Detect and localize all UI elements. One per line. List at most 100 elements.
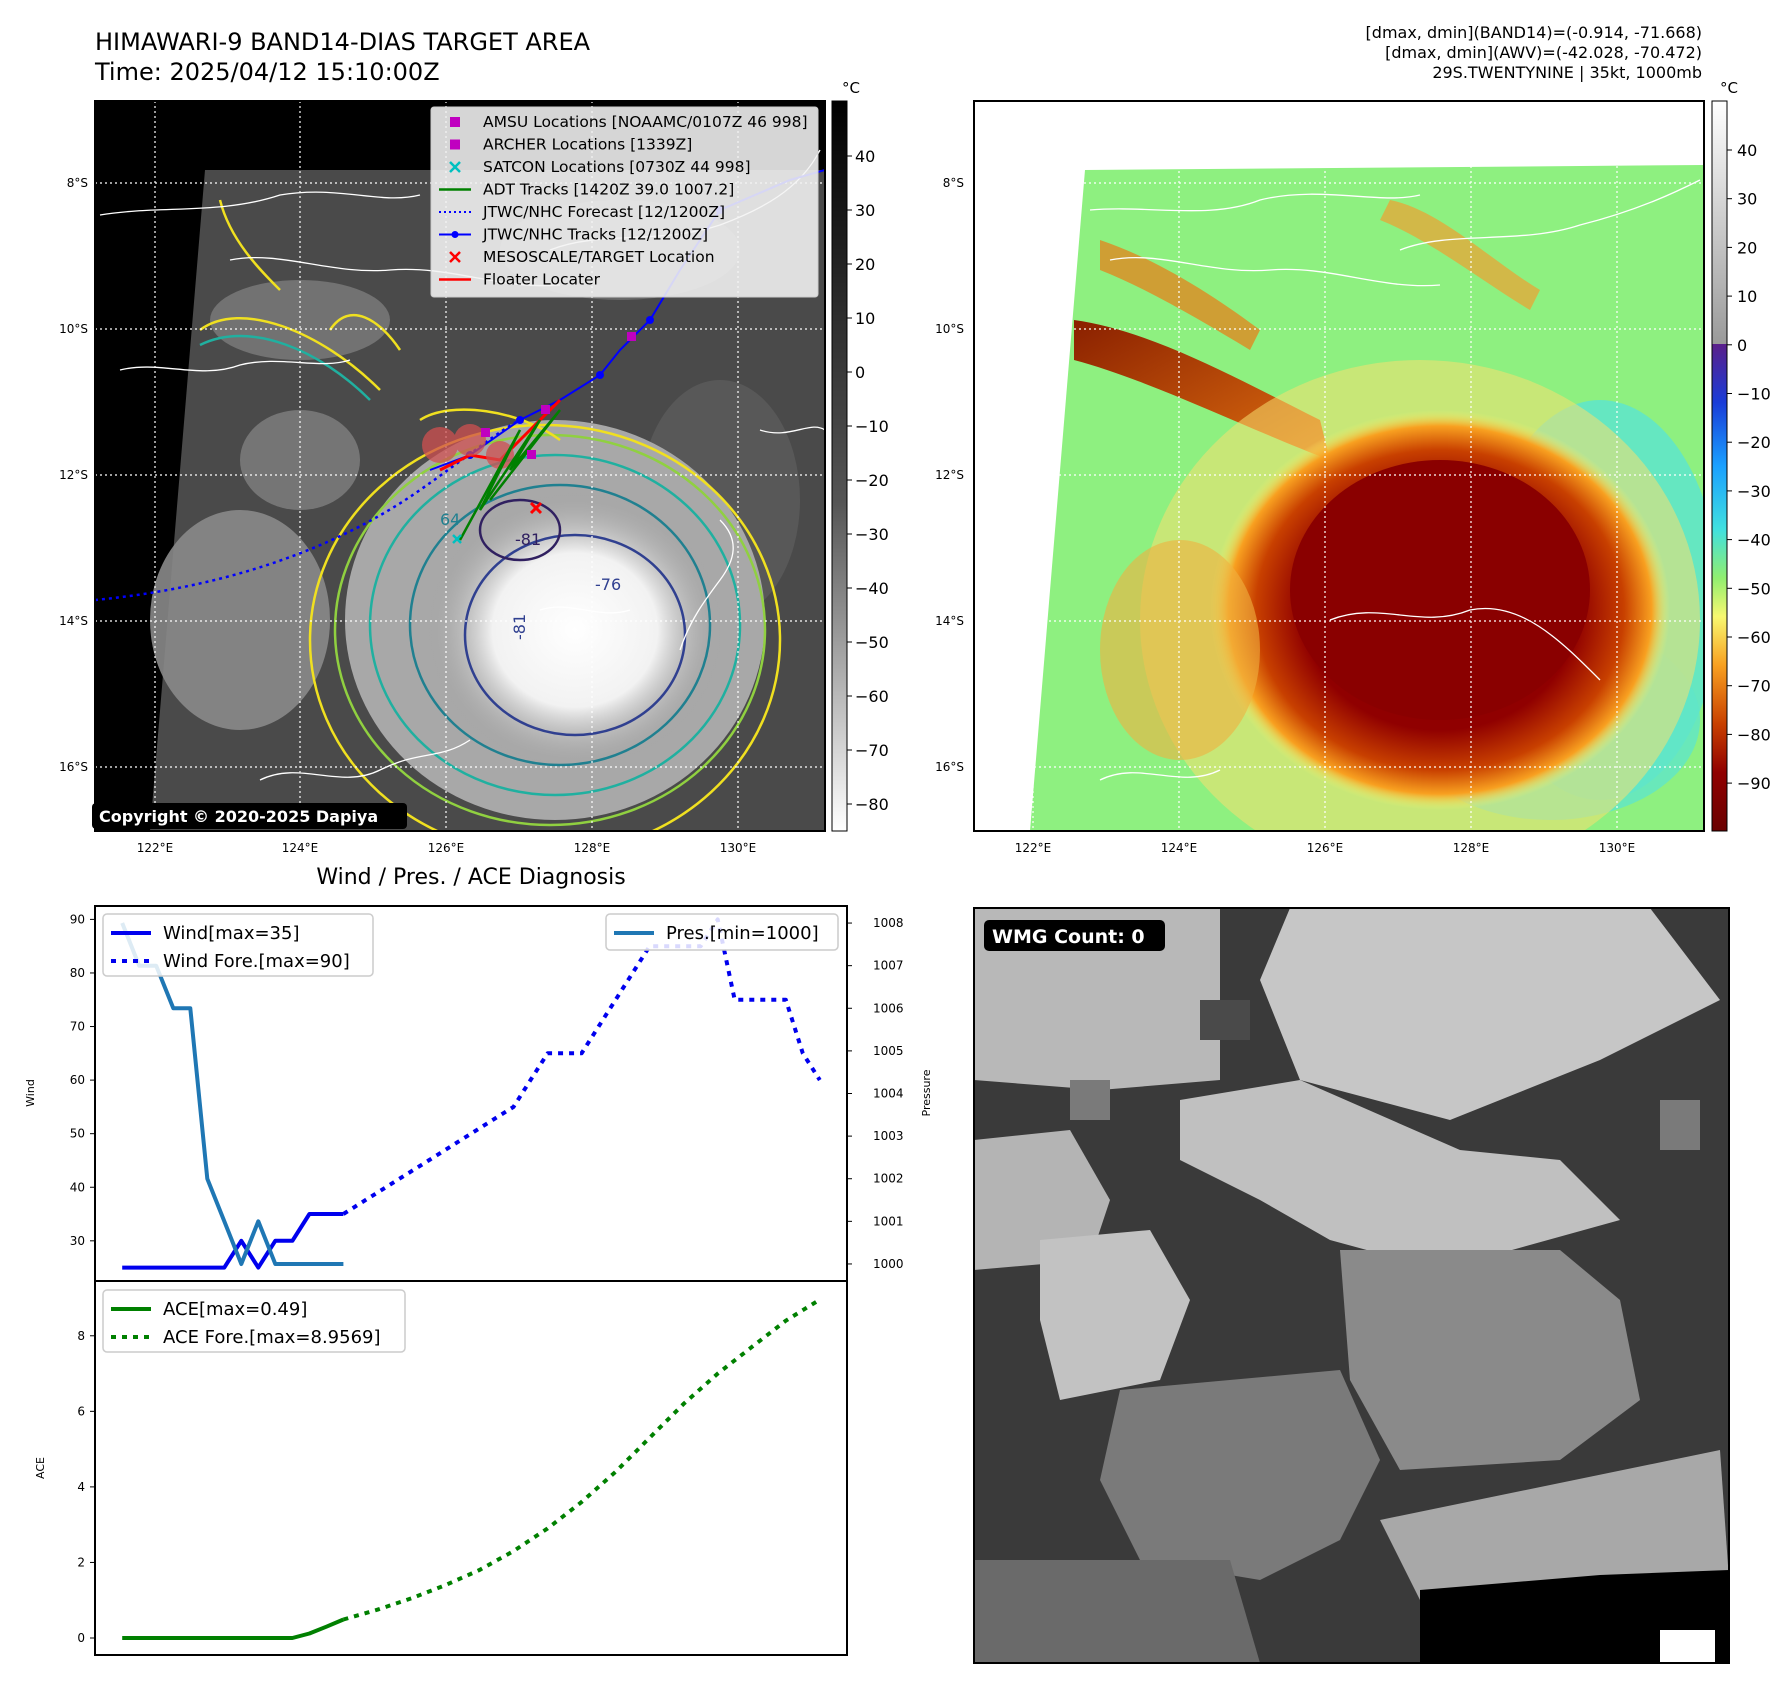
legend-label: Floater Locater	[483, 271, 601, 289]
contour-label: 64	[440, 510, 460, 529]
chart-legend: ACE[max=0.49] ACE Fore.[max=8.9569]	[102, 1289, 406, 1353]
legend-entry: ARCHER Locations [1339Z]	[450, 136, 692, 154]
copyright-badge	[92, 803, 407, 829]
y-tick-label: 30	[70, 1234, 85, 1248]
lon-tick-label: 126°E	[428, 841, 465, 855]
legend-entry: JTWC/NHC Tracks [12/1200Z]	[439, 226, 708, 244]
colorbar-tick-label: −10	[1737, 385, 1771, 404]
legend-label: Pres.[min=1000]	[666, 923, 819, 944]
ace-plot: 0 2 4 6 8 ACE[max=0.49] ACE Fore.[max=8.9569]	[77, 1289, 821, 1645]
ir-imagery: AMSU Locations [NOAAMC/0107Z 46 998] ARCH…	[95, 101, 825, 831]
awv-map-panel: [dmax, dmin](BAND14)=(-0.914, -71.668) […	[935, 23, 1771, 855]
legend-label: JTWC/NHC Tracks [12/1200Z]	[482, 226, 708, 244]
legend-entry: Floater Locater	[439, 271, 601, 289]
legend-label: ARCHER Locations [1339Z]	[483, 136, 692, 154]
lon-tick-label: 128°E	[574, 841, 611, 855]
colorbar-tick-label: −70	[855, 741, 889, 760]
lat-tick-label: 16°S	[935, 760, 964, 774]
legend-marker	[450, 139, 460, 150]
map-title-line2: Time: 2025/04/12 15:10:00Z	[94, 58, 440, 86]
colorbar-tick-label: 0	[855, 363, 865, 382]
lat-tick-label: 14°S	[935, 614, 964, 628]
legend-label: ACE Fore.[max=8.9569]	[163, 1327, 381, 1348]
series-line	[342, 917, 822, 1216]
copyright-text: Copyright © 2020-2025 Dapiya	[99, 807, 378, 826]
y-tick-label: 8	[77, 1329, 85, 1343]
map-title-line1: HIMAWARI-9 BAND14-DIAS TARGET AREA	[95, 28, 591, 56]
lat-tick-label: 12°S	[59, 468, 88, 482]
colorbar-tick-label: −80	[1737, 725, 1771, 744]
wmg-panel: WMG Count: 0	[973, 907, 1730, 1664]
legend-entry: MESOSCALE/TARGET Location	[449, 248, 715, 266]
colorbar-tick-label: −50	[1737, 579, 1771, 598]
y-tick-label: 40	[70, 1180, 85, 1194]
ir-map-panel: HIMAWARI-9 BAND14-DIAS TARGET AREA Time:…	[59, 28, 889, 855]
lon-tick-label: 122°E	[137, 841, 174, 855]
y-right-tick-label: 1001	[873, 1214, 904, 1228]
diagnosis-panel: Wind / Pres. / ACE Diagnosis 30405060708…	[24, 865, 933, 1656]
colorbar-tick-label: −90	[1737, 774, 1771, 793]
awv-colorbar-ticks: 40 30 20 10 0 −10 −20 −30 −40 −50 −60 −70 −80 −90	[1727, 141, 1771, 793]
series-line	[122, 1212, 344, 1270]
lon-tick-label: 130°E	[720, 841, 757, 855]
y-right-tick-label: 1003	[873, 1129, 904, 1143]
map-lat-labels: 8°S 10°S 12°S 14°S 16°S	[59, 176, 88, 774]
legend-label: JTWC/NHC Forecast [12/1200Z]	[482, 203, 725, 221]
y-right-tick-label: 1002	[873, 1172, 904, 1186]
y-tick-label: 6	[77, 1404, 85, 1418]
series-line	[122, 1617, 345, 1640]
awv-info-line2: [dmax, dmin](AWV)=(-42.028, -70.472)	[1385, 43, 1702, 62]
legend-entry: ADT Tracks [1420Z 39.0 1007.2]	[439, 181, 734, 199]
colorbar-tick-label: −20	[1737, 433, 1771, 452]
lat-tick-label: 10°S	[935, 322, 964, 336]
y-tick-label: 60	[70, 1073, 85, 1087]
y-right-tick-label: 1004	[873, 1087, 904, 1101]
y-right-tick-label: 1006	[873, 1001, 904, 1015]
legend-entry: SATCON Locations [0730Z 44 998]	[449, 158, 751, 176]
legend-label: ACE[max=0.49]	[163, 1299, 307, 1320]
colorbar-tick-label: −10	[855, 417, 889, 436]
legend-label: Wind[max=35]	[163, 923, 300, 944]
colorbar-tick-label: −70	[1737, 677, 1771, 696]
lat-tick-label: 8°S	[67, 176, 88, 190]
chart-legend: Pres.[min=1000]	[605, 913, 839, 951]
lon-tick-label: 128°E	[1453, 841, 1490, 855]
map-legend: AMSU Locations [NOAAMC/0107Z 46 998] ARCH…	[439, 113, 808, 289]
legend-label: Wind Fore.[max=90]	[163, 951, 350, 972]
lat-tick-label: 14°S	[59, 614, 88, 628]
colorbar-tick-label: 20	[1737, 238, 1757, 257]
y-tick-label: 50	[70, 1127, 85, 1141]
map-lon-labels: 122°E 124°E 126°E 128°E 130°E	[137, 841, 757, 855]
awv-colorbar-upper	[1712, 101, 1727, 344]
map-colorbar-ticks: 40 30 20 10 0 −10 −20 −30 −40 −50 −60 −70 −80	[847, 147, 889, 814]
lat-tick-label: 16°S	[59, 760, 88, 774]
wmg-count-badge	[984, 920, 1165, 951]
lon-tick-label: 130°E	[1599, 841, 1636, 855]
colorbar-tick-label: 0	[1737, 336, 1747, 355]
colorbar-tick-label: −40	[855, 579, 889, 598]
legend-entry: AMSU Locations [NOAAMC/0107Z 46 998]	[450, 113, 808, 131]
wind-axis-label: Wind	[24, 1079, 37, 1107]
y-tick-label: 90	[70, 912, 85, 926]
legend-label: ADT Tracks [1420Z 39.0 1007.2]	[483, 181, 734, 199]
legend-label: MESOSCALE/TARGET Location	[483, 248, 715, 266]
y-right-tick-label: 1007	[873, 959, 904, 973]
colorbar-tick-label: 40	[1737, 141, 1757, 160]
wmg-count-text: WMG Count: 0	[992, 926, 1145, 948]
chart-legend: Wind[max=35] Wind Fore.[max=90]	[102, 913, 374, 977]
awv-colorbar-unit: °C	[1720, 79, 1738, 97]
colorbar-tick-label: −40	[1737, 531, 1771, 550]
awv-imagery	[974, 101, 1704, 831]
diagnosis-title: Wind / Pres. / ACE Diagnosis	[316, 865, 625, 890]
colorbar-tick-label: −80	[855, 795, 889, 814]
wmg-imagery	[974, 908, 1729, 1663]
awv-info-line1: [dmax, dmin](BAND14)=(-0.914, -71.668)	[1366, 23, 1702, 42]
contour-label: -81	[515, 530, 541, 549]
pressure-axis-label: Pressure	[920, 1069, 933, 1116]
awv-colorbar-lower	[1712, 344, 1727, 831]
colorbar-tick-label: 40	[855, 147, 875, 166]
colorbar-tick-label: 10	[855, 309, 875, 328]
lon-tick-label: 124°E	[1161, 841, 1198, 855]
lat-tick-label: 12°S	[935, 468, 964, 482]
y-right-tick-label: 1005	[873, 1044, 904, 1058]
